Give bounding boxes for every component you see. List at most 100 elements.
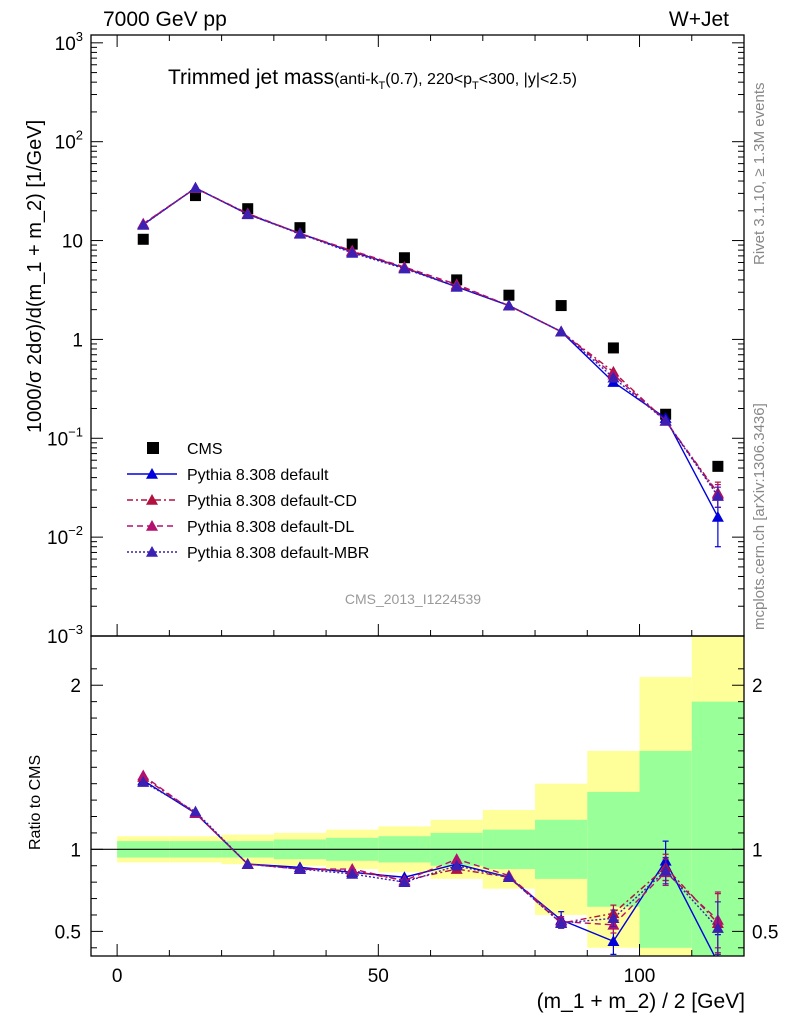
ratio-data-point [189, 805, 202, 817]
plot-title-sub-sub1: T [379, 80, 386, 92]
cms-data-point [555, 300, 567, 312]
legend-marker [146, 468, 158, 479]
x-tick-label: 50 [368, 966, 389, 987]
legend-label: CMS [187, 441, 223, 458]
ratio-y-tick-label-right: 1 [752, 840, 763, 861]
x-axis-label: (m_1 + m_2) / 2 [GeV] [537, 990, 745, 1013]
plot-title-main: Trimmed jet mass [168, 66, 334, 89]
cms-data-point [712, 460, 724, 472]
main-series-line [142, 187, 719, 494]
x-tick-label: 0 [112, 966, 123, 987]
main-data-point [293, 227, 306, 239]
main-y-tick-label: 10−1 [47, 424, 83, 450]
ratio-data-point [450, 859, 463, 871]
x-tick-label: 100 [624, 966, 656, 987]
analysis-watermark: CMS_2013_I1224539 [345, 591, 481, 607]
legend-label: Pythia 8.308 default [187, 467, 329, 484]
rivet-label: Rivet 3.1.10, ≥ 1.3M events [751, 83, 768, 266]
main-y-tick-label: 102 [55, 128, 83, 154]
ratio-y-tick-label-left: 2 [70, 676, 81, 697]
legend-label: Pythia 8.308 default-MBR [187, 545, 369, 562]
main-y-tick-base: 10 [47, 627, 68, 648]
main-y-axis-label: 1000/σ 2dσ)/d(m_1 + m_2) [1/GeV] [24, 120, 46, 433]
ratio-y-tick-label-right: 2 [752, 676, 763, 697]
legend-label: Pythia 8.308 default-CD [187, 493, 357, 510]
main-data-point [711, 490, 724, 501]
cms-data-point [137, 233, 149, 245]
main-y-tick-base: 10 [47, 429, 68, 450]
plot-title-sub-suffix: <300, |y|<2.5) [479, 71, 577, 88]
cms-data-point [607, 342, 619, 354]
cms-data-point [189, 190, 201, 202]
main-y-tick-base: 10 [55, 133, 76, 154]
plot-title-sub-mid: (0.7), 220<p [385, 71, 472, 88]
ratio-series-line [142, 781, 719, 929]
legend-marker [146, 546, 158, 557]
main-data-point [607, 371, 620, 383]
header-left: 7000 GeV pp [103, 8, 227, 31]
ratio-data-point [659, 864, 672, 876]
main-data-point [659, 414, 672, 426]
main-y-tick-base: 10 [47, 528, 68, 549]
mcplots-label: mcplots.cern.ch [arXiv:1306.3436] [751, 403, 768, 630]
ratio-y-tick-label-right: 0.5 [752, 922, 778, 943]
cms-data-point [398, 252, 410, 264]
main-series-line [142, 186, 719, 497]
ratio-series-line [142, 776, 719, 924]
ratio-y-tick-label-left: 1 [70, 840, 81, 861]
plot-title: Trimmed jet mass(anti-kT(0.7), 220<pT<30… [168, 66, 577, 92]
ratio-data-point [607, 912, 620, 924]
main-y-tick-label: 10 [62, 232, 83, 253]
ratio-data-point [293, 863, 306, 874]
main-y-tick-exponent: −2 [68, 523, 83, 538]
ratio-data-point [137, 769, 150, 781]
main-y-tick-exponent: 2 [76, 128, 83, 143]
main-y-tick-exponent: 3 [76, 29, 83, 44]
legend-marker-cms [147, 442, 159, 454]
main-data-point [189, 181, 202, 193]
main-y-tick-base: 10 [55, 34, 76, 55]
ratio-data-point [398, 876, 411, 887]
main-data-point [398, 262, 411, 274]
main-plot-area [137, 181, 724, 548]
main-series-line [142, 187, 719, 495]
ratio-data-point [555, 917, 568, 928]
cms-data-point [346, 238, 358, 250]
ratio-data-point [711, 922, 724, 933]
ratio-data-point [712, 957, 724, 968]
main-y-tick-exponent: −1 [68, 424, 83, 439]
ratio-data-point [241, 858, 254, 869]
main-y-tick-base: 10 [62, 232, 83, 253]
main-data-point [450, 280, 463, 292]
legend-marker [146, 520, 158, 531]
main-data-point [502, 299, 515, 311]
ratio-band-inner [691, 701, 744, 956]
ratio-data-point [450, 853, 463, 864]
main-data-point [241, 208, 254, 220]
ratio-y-tick-label-left: 0.5 [55, 922, 81, 943]
main-y-tick-label: 10−3 [47, 622, 83, 648]
main-data-point [711, 510, 724, 522]
main-y-tick-exponent: −3 [68, 622, 83, 637]
legend-label: Pythia 8.308 default-DL [187, 519, 354, 536]
plot-title-sub-prefix: (anti-k [334, 71, 379, 88]
ratio-data-point [137, 776, 150, 787]
legend-marker [146, 494, 158, 505]
plot-title-sub-sub2: T [472, 80, 479, 92]
main-y-tick-label: 103 [55, 29, 83, 55]
main-data-point [555, 325, 568, 337]
cms-data-point [503, 289, 515, 301]
main-data-point [137, 218, 150, 230]
main-data-point [346, 246, 359, 258]
ratio-data-point [346, 867, 359, 879]
ratio-y-axis-label: Ratio to CMS [27, 755, 44, 850]
main-y-tick-label: 10−2 [47, 523, 83, 549]
ratio-plot-frame [90, 635, 745, 957]
ratio-data-point [502, 871, 515, 883]
main-y-tick-label: 1 [72, 330, 83, 351]
header-right: W+Jet [669, 8, 729, 31]
ratio-data-point [607, 935, 620, 947]
ratio-plot-area [91, 636, 744, 968]
main-y-tick-base: 1 [72, 330, 83, 351]
